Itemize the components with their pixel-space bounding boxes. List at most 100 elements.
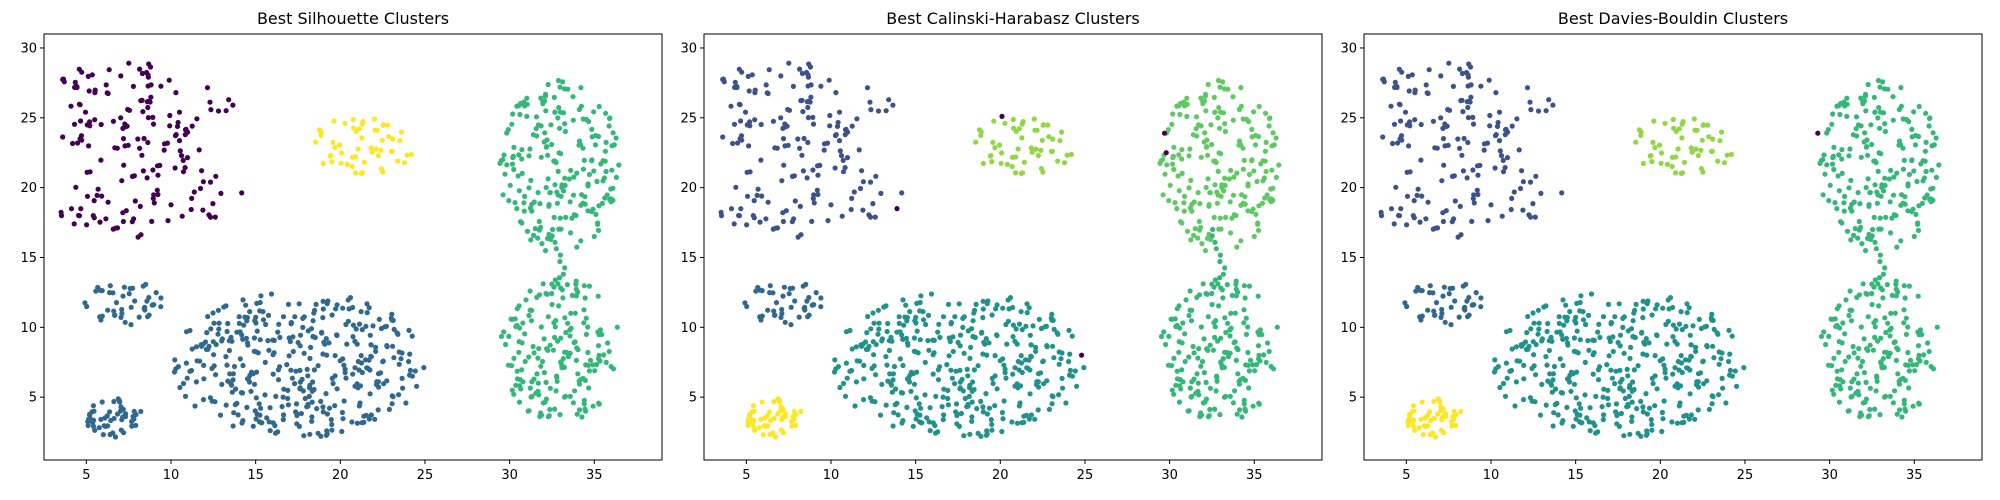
scatter-point	[1916, 203, 1922, 209]
scatter-point	[1004, 161, 1011, 167]
scatter-point	[953, 368, 959, 374]
scatter-point	[1888, 325, 1894, 331]
scatter-point	[251, 348, 257, 354]
scatter-point	[1860, 400, 1866, 406]
scatter-point	[1452, 298, 1458, 304]
scatter-point	[795, 136, 801, 142]
scatter-point	[1247, 357, 1254, 363]
scatter-point	[217, 412, 224, 418]
scatter-point	[353, 326, 359, 332]
scatter-point	[543, 290, 549, 297]
scatter-point	[189, 346, 195, 352]
scatter-point	[1176, 399, 1183, 405]
scatter-point	[285, 301, 292, 307]
scatter-point	[556, 226, 562, 232]
scatter-point	[1672, 365, 1678, 371]
scatter-point	[1443, 208, 1449, 214]
scatter-point	[580, 116, 586, 122]
scatter-point	[589, 126, 595, 132]
scatter-point	[1596, 321, 1602, 327]
scatter-point	[1695, 407, 1701, 413]
scatter-point	[574, 170, 580, 176]
scatter-point	[277, 364, 283, 370]
scatter-point	[891, 410, 897, 416]
scatter-point	[521, 208, 527, 214]
scatter-point	[285, 395, 291, 402]
scatter-point	[172, 133, 179, 139]
scatter-point	[1922, 195, 1928, 201]
scatter-point	[173, 90, 179, 96]
y-tick-label: 30	[680, 41, 697, 56]
scatter-point	[292, 314, 298, 320]
scatter-point	[368, 145, 374, 151]
scatter-point	[1055, 158, 1061, 164]
scatter-point	[1066, 327, 1072, 333]
scatter-point	[1061, 160, 1068, 166]
scatter-point	[1228, 230, 1234, 236]
scatter-point	[926, 347, 932, 353]
scatter-point	[538, 123, 544, 129]
scatter-point	[145, 74, 151, 80]
scatter-point	[1847, 146, 1853, 152]
scatter-point	[293, 368, 299, 374]
scatter-point	[1843, 297, 1849, 303]
scatter-point	[1551, 410, 1557, 416]
scatter-point	[375, 407, 381, 413]
scatter-point	[1209, 233, 1215, 239]
scatter-point	[1923, 139, 1929, 145]
scatter-point	[1916, 400, 1922, 406]
scatter-point	[119, 310, 125, 317]
scatter-point	[581, 307, 587, 313]
scatter-point	[407, 351, 413, 357]
scatter-point	[540, 281, 546, 287]
scatter-point	[1842, 358, 1848, 365]
scatter-point	[1470, 121, 1477, 127]
scatter-point	[1882, 393, 1889, 399]
scatter-point	[1072, 368, 1078, 374]
scatter-point	[592, 368, 598, 374]
scatter-point	[1524, 330, 1530, 336]
scatter-point	[1640, 306, 1646, 312]
scatter-point	[1894, 345, 1900, 351]
scatter-point	[1067, 367, 1073, 373]
scatter-point	[526, 354, 532, 360]
scatter-point	[1212, 158, 1218, 164]
scatter-point	[200, 179, 206, 185]
scatter-point	[532, 226, 538, 232]
scatter-point	[1726, 358, 1732, 365]
scatter-point	[573, 293, 579, 299]
scatter-point	[389, 401, 395, 407]
scatter-point	[137, 145, 143, 151]
scatter-point	[1890, 94, 1896, 100]
scatter-point	[333, 306, 339, 312]
scatter-point	[1864, 144, 1870, 150]
scatter-point	[382, 324, 388, 330]
scatter-point	[378, 147, 384, 153]
scatter-point	[1642, 341, 1648, 347]
scatter-point	[732, 84, 738, 90]
scatter-point	[976, 127, 983, 133]
scatter-point	[1179, 147, 1185, 153]
scatter-point	[574, 244, 580, 250]
scatter-point	[1631, 386, 1637, 393]
scatter-point	[966, 393, 972, 399]
scatter-point	[1464, 298, 1470, 304]
scatter-point	[1673, 170, 1679, 176]
scatter-point	[969, 414, 975, 420]
scatter-point	[1026, 305, 1032, 311]
scatter-point	[757, 219, 763, 225]
scatter-point	[1189, 208, 1195, 214]
y-tick-label: 5	[1349, 391, 1357, 406]
scatter-point	[591, 168, 597, 174]
scatter-point	[990, 139, 996, 145]
scatter-point	[1502, 132, 1508, 138]
scatter-point	[581, 157, 587, 163]
scatter-point	[957, 332, 964, 338]
scatter-point	[1605, 301, 1612, 307]
scatter-point	[314, 406, 320, 412]
scatter-point	[1404, 122, 1410, 128]
scatter-point	[1216, 105, 1222, 111]
scatter-point	[1871, 94, 1877, 100]
scatter-point	[835, 119, 841, 126]
scatter-point	[1459, 152, 1465, 158]
